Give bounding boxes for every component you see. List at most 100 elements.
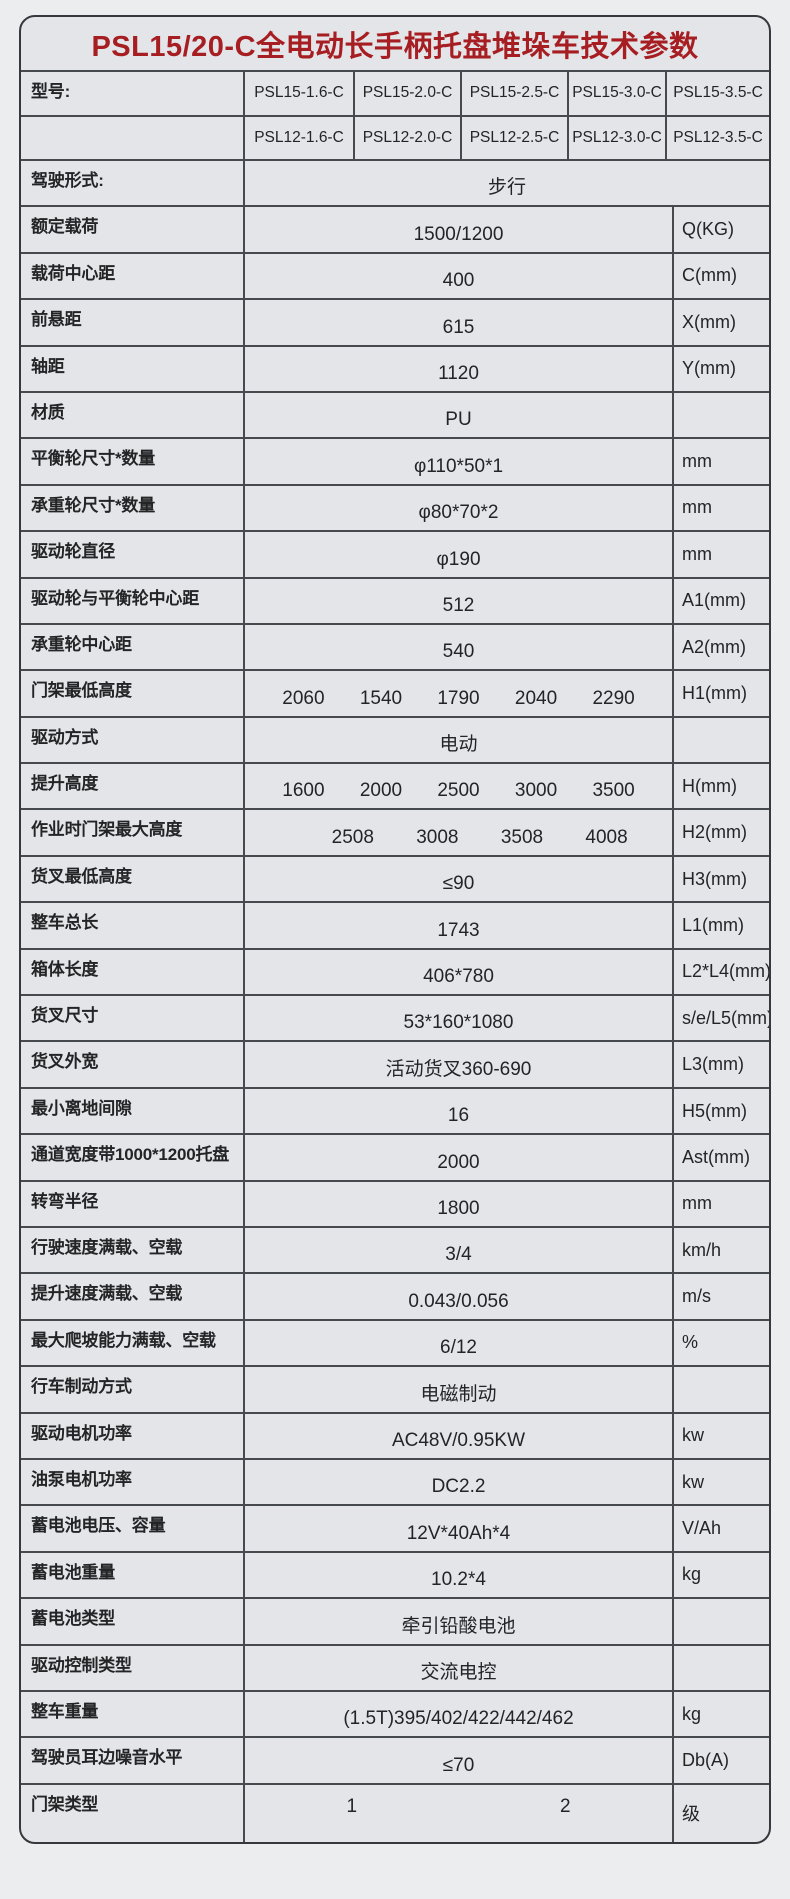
table-row: 承重轮中心距 540 A2(mm): [21, 622, 769, 670]
table-row: 门架类型 1 2 级: [21, 1782, 769, 1842]
spec-value: 53*160*1080: [403, 1012, 514, 1034]
table-row: 驱动方式 电动: [21, 715, 769, 763]
table-row: 行驶速度满载、空载 3/4 km/h: [21, 1225, 769, 1273]
spec-value: 1500/1200: [413, 223, 504, 245]
spec-unit: A2(mm): [672, 624, 769, 670]
spec-value: 3008: [416, 826, 459, 848]
spec-label: 驱动轮与平衡轮中心距: [21, 578, 245, 623]
spec-label: 驱动方式: [21, 717, 245, 763]
spec-label: 驾驶形式:: [21, 161, 245, 206]
spec-label: 额定载荷: [21, 207, 245, 252]
spec-label: 油泵电机功率: [21, 1459, 245, 1505]
spec-unit: [672, 717, 769, 763]
spec-label: 蓄电池重量: [21, 1552, 245, 1598]
spec-value: 1: [346, 1795, 358, 1817]
spec-value: 1600: [282, 780, 325, 802]
model-cell: PSL15-1.6-C: [245, 72, 355, 115]
spec-value: ≤70: [442, 1754, 475, 1776]
spec-label: 货叉外宽: [21, 1042, 245, 1087]
model-cell: PSL12-3.5-C: [673, 128, 763, 146]
spec-value: 3508: [500, 826, 544, 848]
table-row: 驾驶形式: 步行: [21, 159, 769, 206]
spec-unit: C(mm): [672, 253, 769, 299]
spec-unit: mm: [672, 1181, 769, 1226]
spec-unit: Ast(mm): [672, 1135, 769, 1180]
spec-value: 3/4: [445, 1244, 472, 1266]
spec-label: 蓄电池类型: [21, 1599, 245, 1644]
spec-value: 牵引铅酸电池: [401, 1615, 516, 1637]
table-row: 额定载荷 1500/1200 Q(KG): [21, 205, 769, 252]
table-row: 门架最低高度 2060 1540 1790 2040 2290 H1(mm): [21, 669, 769, 716]
model-cell: PSL15-3.0-C: [569, 72, 667, 115]
spec-label: 箱体长度: [21, 949, 245, 995]
spec-label: 转弯半径: [21, 1181, 245, 1226]
table-row: 通道宽度带1000*1200托盘 2000 Ast(mm): [21, 1133, 769, 1180]
spec-unit: s/e/L5(mm): [672, 996, 769, 1041]
spec-label: 型号:: [21, 72, 245, 115]
spec-label: 整车总长: [21, 903, 245, 948]
spec-value: 2500: [437, 780, 480, 802]
spec-value: 1540: [359, 687, 403, 709]
spec-unit: H3(mm): [672, 856, 769, 902]
spec-unit: [672, 1599, 769, 1644]
spec-label: 提升速度满载、空载: [21, 1274, 245, 1319]
spec-unit: Db(A): [672, 1738, 769, 1783]
table-row: 最小离地间隙 16 H5(mm): [21, 1086, 769, 1134]
table-row: 蓄电池重量 10.2*4 kg: [21, 1550, 769, 1598]
table-row: 行车制动方式 电磁制动: [21, 1365, 769, 1412]
spec-unit: H2(mm): [672, 810, 769, 855]
table-row: 货叉尺寸 53*160*1080 s/e/L5(mm): [21, 994, 769, 1041]
spec-table-body: 型号: PSL15-1.6-C PSL15-2.0-C PSL15-2.5-C PSL1…: [21, 70, 769, 1842]
table-row: 箱体长度 406*780 L2*L4(mm): [21, 947, 769, 995]
spec-value: (1.5T)395/402/422/442/462: [343, 1708, 574, 1730]
spec-value: 4008: [585, 826, 628, 848]
table-row: 载荷中心距 400 C(mm): [21, 251, 769, 299]
table-row: 驱动控制类型 交流电控: [21, 1643, 769, 1690]
spec-unit: mm: [672, 485, 769, 531]
spec-label: 蓄电池电压、容量: [21, 1506, 245, 1551]
table-row: 驾驶员耳边噪音水平 ≤70 Db(A): [21, 1736, 769, 1783]
table-row: 提升速度满载、空载 0.043/0.056 m/s: [21, 1272, 769, 1319]
table-row: 材质 PU: [21, 390, 769, 438]
spec-value: 6/12: [440, 1337, 477, 1359]
spec-label: [21, 116, 245, 159]
spec-unit: mm: [672, 532, 769, 577]
model-cell: PSL15-2.0-C: [355, 72, 462, 115]
spec-unit: [672, 1645, 769, 1690]
spec-unit: L1(mm): [672, 903, 769, 948]
spec-label: 门架类型: [21, 1784, 245, 1842]
spec-label: 驱动轮直径: [21, 532, 245, 577]
spec-unit: [672, 392, 769, 438]
spec-label: 载荷中心距: [21, 253, 245, 299]
spec-label: 前悬距: [21, 300, 245, 345]
spec-value: 2: [559, 1795, 571, 1817]
spec-value: 3500: [592, 780, 635, 802]
spec-unit: X(mm): [672, 300, 769, 345]
spec-unit: 级: [672, 1784, 769, 1842]
spec-value: φ190: [436, 548, 481, 570]
spec-value: 1743: [437, 919, 480, 941]
spec-label: 承重轮尺寸*数量: [21, 485, 245, 531]
spec-value: 512: [442, 594, 475, 616]
spec-label: 驾驶员耳边噪音水平: [21, 1738, 245, 1783]
spec-value: 16: [447, 1105, 470, 1127]
model-cell: PSL12-2.5-C: [462, 116, 569, 159]
spec-label: 行车制动方式: [21, 1367, 245, 1412]
spec-value: 电动: [439, 734, 478, 756]
spec-value: 615: [442, 316, 475, 338]
spec-label: 轴距: [21, 346, 245, 391]
table-row: 承重轮尺寸*数量 φ80*70*2 mm: [21, 483, 769, 531]
spec-value: 电磁制动: [420, 1383, 497, 1405]
spec-value: 10.2*4: [431, 1569, 486, 1591]
spec-value: PU: [445, 409, 472, 431]
spec-label: 货叉尺寸: [21, 996, 245, 1041]
spec-unit: kw: [672, 1413, 769, 1458]
spec-value: 2290: [592, 687, 635, 709]
spec-value-group: 2508 3008 3508 4008: [245, 810, 672, 854]
spec-value: 2000: [359, 780, 403, 802]
table-row: 作业时门架最大高度 2508 3008 3508 4008 H2(mm): [21, 808, 769, 855]
table-row: 最大爬坡能力满载、空载 6/12%: [21, 1318, 769, 1366]
spec-unit: V/Ah: [672, 1506, 769, 1551]
spec-label: 承重轮中心距: [21, 624, 245, 670]
